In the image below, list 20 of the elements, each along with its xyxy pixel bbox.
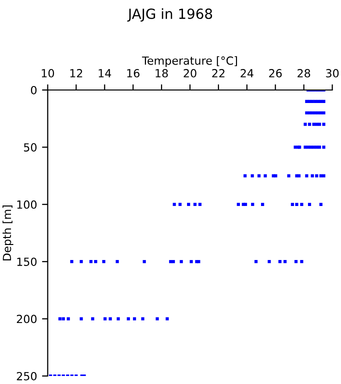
- x-axis-title: Temperature [°C]: [142, 56, 237, 67]
- x-tick-label: 28: [298, 69, 310, 78]
- x-tick-label: 22: [212, 69, 224, 78]
- y-tick-label: 100: [17, 200, 37, 209]
- x-tick-label: 26: [269, 69, 282, 78]
- x-tick-label: 18: [156, 69, 168, 78]
- x-tick-label: 24: [240, 69, 254, 78]
- y-tick-label: 200: [16, 314, 37, 324]
- x-tick-label: 14: [98, 69, 112, 78]
- x-tick-label: 30: [326, 69, 339, 78]
- chart-title: JAJG in 1968: [127, 8, 212, 22]
- y-tick-label: 150: [17, 258, 37, 266]
- y-tick-label: 250: [16, 372, 37, 380]
- x-tick-label: 20: [184, 69, 196, 78]
- y-tick-label: 0: [30, 86, 37, 94]
- y-axis-title: Depth [m]: [2, 206, 14, 260]
- x-tick-label: 12: [70, 69, 82, 78]
- x-tick-label: 10: [42, 69, 54, 78]
- y-tick-label: 50: [24, 143, 37, 152]
- x-tick-label: 16: [127, 69, 140, 78]
